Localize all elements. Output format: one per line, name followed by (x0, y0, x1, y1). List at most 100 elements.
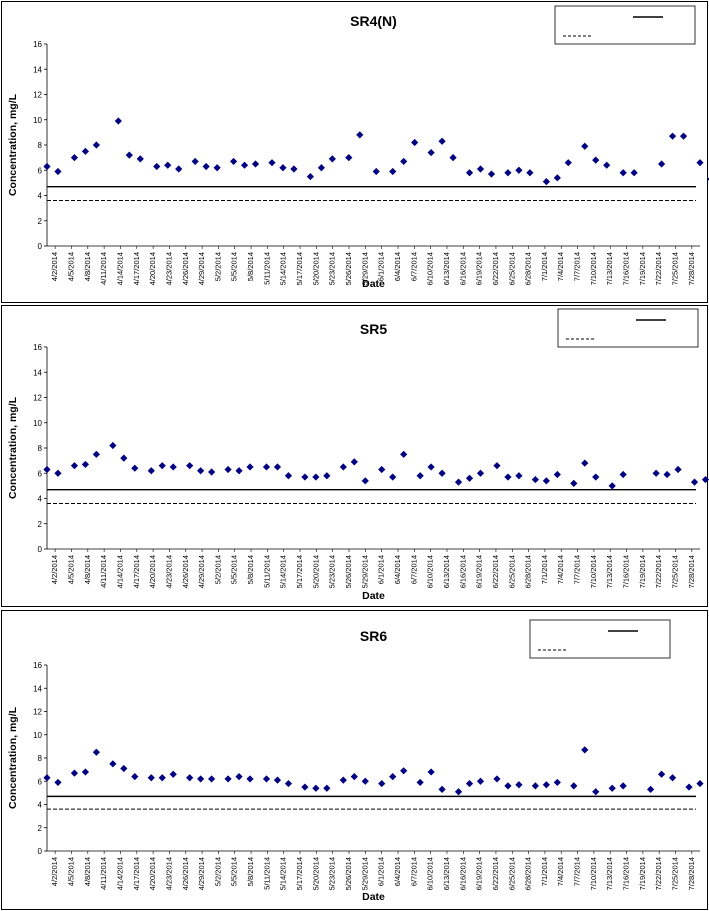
data-point (701, 475, 709, 484)
x-axis-label: Date (362, 590, 385, 602)
chart-title: SR5 (360, 321, 387, 337)
x-tick-label: 4/8/2014 (83, 857, 92, 886)
x-tick-label: 7/13/2014 (605, 252, 614, 285)
data-point (345, 154, 353, 162)
x-tick-label: 4/23/2014 (164, 857, 173, 890)
data-point (411, 138, 419, 147)
x-tick-label: 4/20/2014 (148, 857, 157, 890)
x-tick-label: 7/1/2014 (540, 857, 549, 886)
data-point (378, 779, 386, 788)
data-point (120, 764, 128, 773)
data-point (685, 783, 693, 791)
data-point (531, 782, 539, 790)
chart-panel-sr5: SR5 0 2 4 6 8 10 12 14 16 4/2/2014 4/5/2014 4/8/2014… (1, 305, 709, 607)
data-point (465, 779, 474, 788)
data-point (175, 165, 183, 173)
x-tick-label: 6/25/2014 (507, 252, 516, 285)
data-point (54, 469, 62, 477)
data-point (197, 467, 205, 475)
x-tick-label: 5/11/2014 (262, 857, 271, 890)
x-tick-label: 5/20/2014 (311, 555, 320, 588)
data-point (454, 478, 463, 486)
y-tick-label: 10 (33, 731, 42, 740)
x-tick-label: 4/29/2014 (197, 555, 206, 588)
data-point (70, 769, 79, 777)
x-tick-label: 5/29/2014 (360, 252, 369, 285)
data-point (438, 469, 446, 477)
x-tick-label: 6/4/2014 (393, 252, 402, 281)
data-point (186, 462, 194, 470)
y-tick-label: 12 (33, 708, 42, 717)
x-tick-label: 7/22/2014 (654, 555, 663, 588)
x-tick-label: 4/11/2014 (99, 252, 108, 285)
x-tick-label: 6/19/2014 (475, 252, 484, 285)
data-point (454, 788, 463, 796)
data-point (323, 472, 331, 480)
data-point (240, 161, 249, 169)
data-point (147, 774, 155, 782)
x-tick-label: 4/5/2014 (66, 555, 75, 584)
data-point (476, 777, 485, 785)
data-point (109, 760, 117, 768)
x-tick-label: 4/2/2014 (50, 857, 59, 886)
x-tick-label: 6/1/2014 (377, 555, 386, 584)
data-point (92, 141, 100, 149)
x-tick-label: 7/25/2014 (671, 857, 680, 890)
x-tick-label: 6/7/2014 (409, 555, 418, 584)
y-tick-label: 14 (33, 684, 42, 693)
data-point (657, 770, 666, 778)
data-point (229, 157, 238, 166)
data-point (438, 137, 446, 145)
x-tick-label: 4/2/2014 (50, 555, 59, 584)
data-point (312, 473, 320, 481)
x-tick-label: 5/8/2014 (246, 555, 255, 584)
x-tick-label: 7/13/2014 (605, 555, 614, 588)
data-point (515, 472, 523, 480)
x-tick-label: 7/19/2014 (638, 857, 647, 890)
data-point (427, 463, 435, 471)
data-point (630, 169, 638, 177)
data-point (169, 463, 177, 471)
data-point (592, 156, 600, 164)
data-point (158, 774, 166, 782)
x-tick-label: 7/16/2014 (622, 252, 631, 285)
x-tick-label: 5/8/2014 (246, 857, 255, 886)
data-point (564, 159, 572, 167)
x-tick-label: 4/11/2014 (99, 857, 108, 890)
x-tick-label: 6/28/2014 (524, 857, 533, 890)
x-tick-label: 6/16/2014 (458, 857, 467, 890)
data-point (356, 131, 364, 139)
x-tick-label: 5/2/2014 (213, 252, 222, 281)
data-point (608, 482, 616, 490)
x-tick-label: 5/14/2014 (279, 857, 288, 890)
data-point (213, 164, 221, 172)
data-point (652, 469, 660, 477)
data-point (427, 768, 435, 776)
x-tick-label: 4/2/2014 (50, 252, 59, 281)
data-point (70, 462, 79, 470)
data-point (696, 159, 704, 167)
data-point (246, 775, 254, 783)
data-point (328, 155, 336, 163)
data-point (603, 161, 611, 169)
x-tick-label: 5/17/2014 (295, 252, 304, 285)
data-point (197, 775, 205, 783)
data-point (290, 165, 298, 173)
data-point (81, 460, 90, 469)
chart-title: SR4(N) (350, 13, 397, 29)
x-tick-label: 6/1/2014 (377, 252, 386, 281)
data-point (136, 155, 144, 163)
y-tick-label: 2 (38, 217, 43, 226)
y-tick-label: 0 (38, 545, 43, 554)
x-tick-label: 4/26/2014 (181, 555, 190, 588)
data-point (389, 167, 397, 176)
x-tick-label: 7/7/2014 (573, 555, 582, 584)
x-tick-label: 5/17/2014 (295, 857, 304, 890)
data-point (54, 167, 62, 176)
data-point (120, 454, 128, 462)
x-tick-label: 6/1/2014 (377, 857, 386, 886)
y-tick-label: 4 (38, 192, 43, 201)
data-point (581, 459, 589, 467)
x-tick-label: 7/10/2014 (589, 857, 598, 890)
x-tick-label: 4/8/2014 (83, 555, 92, 584)
